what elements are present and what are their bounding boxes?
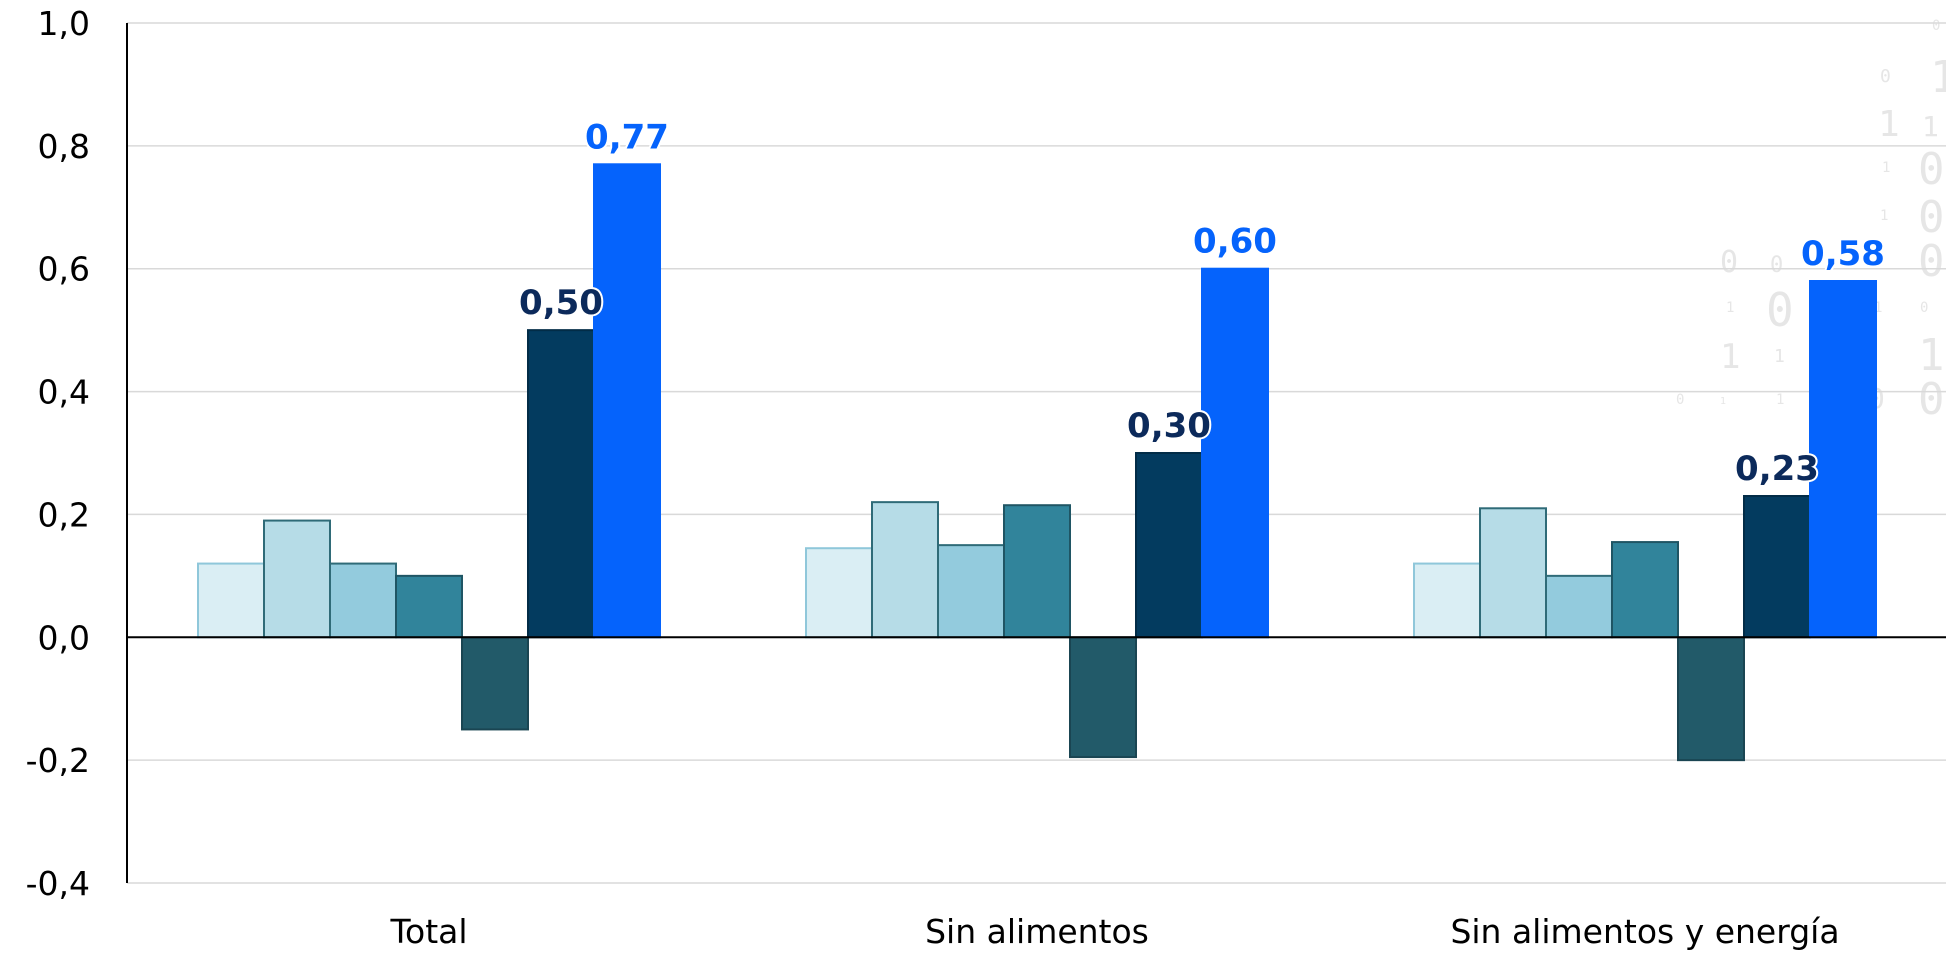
y-tick-label: 0,0 [38,618,90,657]
watermark-digit: 0 [1918,144,1945,195]
bar [1003,504,1071,639]
data-label: 0,50 [519,283,603,323]
bar [1479,507,1547,639]
bar [1069,636,1137,759]
watermark-digit: 1 [1878,104,1900,145]
watermark-digit: 0 [1770,253,1783,278]
watermark-digit: 1 [1720,396,1726,407]
bar [805,547,873,639]
watermark-digit: 0 [1920,300,1928,316]
watermark-digit: 1 [1882,160,1890,176]
labels: -0,4 -0,2 0,0 0,2 0,4 0,6 0,8 1,0 0,50 0,30 0,23 0,… [26,4,1887,951]
bar [263,519,331,639]
watermark-digit: 0 [1918,192,1945,243]
watermark-digit: 1 [1726,300,1734,316]
watermark-digit: 1 [1776,392,1784,408]
y-tick-label: 0,6 [38,250,90,289]
bar [937,544,1005,639]
data-label: 0,60 [1193,222,1277,262]
watermark-digit: 1 [1874,300,1882,316]
bar [1413,562,1481,639]
y-tick-label: 1,0 [38,4,90,43]
bar [461,636,529,731]
watermark-digit: 1 [1774,346,1785,367]
axes [126,23,1946,883]
data-label: 0,58 [1801,234,1885,274]
watermark-digit: 1 [1880,208,1888,224]
watermark-digit: 0 [1918,374,1945,425]
bar [871,501,939,639]
data-label: 0,30 [1127,406,1211,446]
x-category-label: Sin alimentos [925,912,1149,951]
bar [1809,280,1877,639]
watermark-digit: 0 [1676,392,1684,408]
watermark-digit: 1 [1720,337,1740,377]
y-tick-label: 0,8 [38,127,90,166]
watermark-digit: 1 [1930,52,1946,103]
x-category-label: Total [389,912,467,951]
bar [593,163,661,639]
bars [197,163,1877,762]
data-label: 0,77 [585,117,669,157]
watermark-digit: 0 [1932,18,1940,34]
watermark-digit: 0 [1766,283,1794,337]
y-tick-label: 0,4 [38,373,90,412]
bar [1677,636,1745,762]
watermark-digit: 1 [1922,110,1939,143]
watermark-digit: 0 [1918,236,1945,287]
binary-watermark-image: 001111010000101011101100 [1676,18,1946,425]
y-tick-label: 0,2 [38,495,90,534]
bar [1135,452,1203,639]
gridlines [127,22,1946,884]
bar [1545,574,1613,639]
bar [1743,495,1811,639]
bar [197,562,265,639]
watermark-digit: 1 [1918,330,1945,381]
y-tick-label: -0,4 [26,864,90,903]
bar [527,329,595,639]
x-category-label: Sin alimentos y energía [1450,912,1839,951]
data-label: 0,23 [1735,449,1819,489]
bar [1201,267,1269,639]
bar [1611,541,1679,639]
y-tick-label: -0,2 [26,741,90,780]
bar [395,574,463,639]
watermark-digit: 0 [1880,66,1891,87]
watermark-digit: 0 [1720,245,1738,280]
bar [329,562,397,639]
